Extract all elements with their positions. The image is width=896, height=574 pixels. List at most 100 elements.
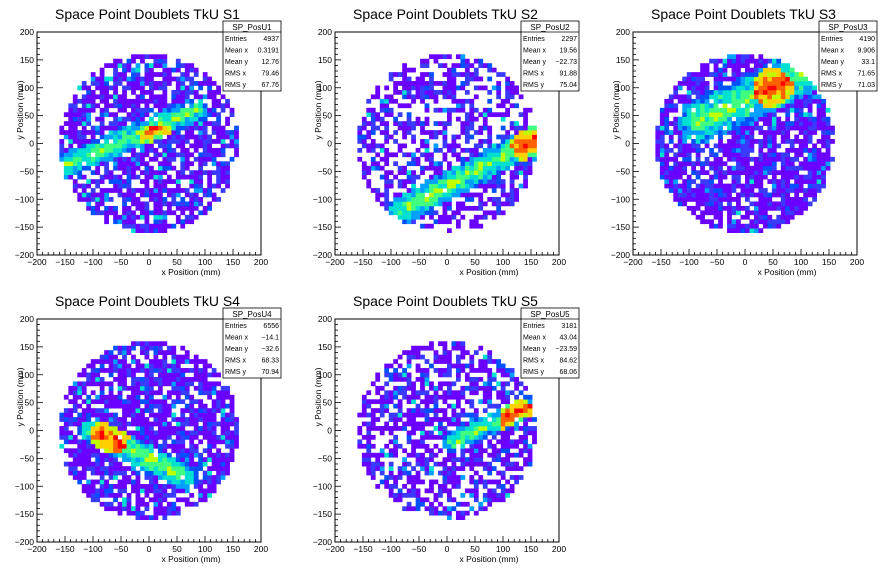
- heatmap-cell: [72, 183, 78, 189]
- heatmap-cell: [762, 130, 768, 135]
- heatmap-cell: [126, 372, 132, 378]
- heatmap-cell: [718, 107, 723, 113]
- heatmap-cell: [500, 210, 506, 216]
- heatmap-cell: [193, 156, 199, 162]
- heatmap-cell: [135, 403, 141, 409]
- heatmap-cell: [162, 67, 168, 73]
- heatmap-cell: [758, 214, 764, 220]
- heatmap-cell: [144, 350, 150, 355]
- heatmap-cell: [682, 76, 688, 82]
- heatmap-cell: [397, 170, 403, 176]
- x-tick-label: −150: [55, 257, 74, 267]
- heatmap-cell: [153, 390, 159, 396]
- heatmap-cell: [211, 426, 217, 431]
- heatmap-cell: [211, 147, 217, 153]
- heatmap-cell: [447, 497, 452, 503]
- heatmap-cell: [202, 390, 208, 396]
- heatmap-cell: [131, 430, 136, 436]
- heatmap-cell: [216, 390, 221, 396]
- heatmap-cell: [193, 470, 199, 476]
- heatmap-cell: [198, 376, 204, 382]
- heatmap-cell: [384, 112, 390, 118]
- heatmap-cell: [420, 165, 425, 171]
- heatmap-cell: [464, 112, 470, 118]
- heatmap-cell: [202, 134, 208, 140]
- stats-label: Mean x: [225, 335, 248, 342]
- heatmap-cell: [424, 506, 430, 512]
- heatmap-cell: [157, 54, 163, 60]
- heatmap-cell: [108, 359, 114, 364]
- heatmap-cell: [366, 448, 372, 454]
- heatmap-cell: [447, 368, 452, 373]
- heatmap-cell: [451, 134, 457, 140]
- heatmap-cell: [193, 412, 199, 418]
- heatmap-cell: [745, 54, 750, 60]
- heatmap-cell: [487, 125, 493, 131]
- heatmap-cell: [149, 443, 154, 449]
- heatmap-cell: [171, 461, 177, 467]
- heatmap-cell: [460, 434, 466, 440]
- heatmap-cell: [207, 408, 213, 413]
- heatmap-cell: [420, 201, 425, 207]
- heatmap-cell: [366, 170, 372, 176]
- heatmap-cell: [99, 67, 105, 73]
- heatmap-cell: [433, 192, 439, 198]
- heatmap-cell: [135, 484, 141, 489]
- heatmap-cell: [157, 223, 163, 229]
- heatmap-cell: [126, 439, 132, 445]
- heatmap-cell: [384, 147, 390, 153]
- heatmap-cell: [677, 201, 683, 207]
- heatmap-cell: [451, 448, 457, 454]
- heatmap-cell: [482, 174, 488, 180]
- heatmap-cell: [532, 134, 537, 140]
- heatmap-cell: [77, 183, 83, 189]
- heatmap-cell: [211, 170, 217, 176]
- heatmap-cell: [384, 399, 390, 405]
- heatmap-cell: [514, 130, 519, 135]
- heatmap-cell: [357, 443, 363, 449]
- heatmap-cell: [469, 403, 475, 409]
- heatmap-cell: [216, 421, 221, 427]
- stats-label: Mean x: [225, 48, 248, 55]
- heatmap-cell: [388, 372, 394, 378]
- heatmap-cell: [393, 161, 399, 167]
- heatmap-cell: [63, 121, 69, 126]
- heatmap-cell: [59, 417, 65, 422]
- heatmap-cell: [384, 121, 390, 126]
- heatmap-cell: [162, 488, 168, 494]
- heatmap-cell: [117, 385, 123, 391]
- heatmap-cell: [135, 134, 141, 140]
- heatmap-cell: [812, 174, 817, 180]
- heatmap-cell: [184, 408, 190, 413]
- heatmap-cell: [487, 130, 493, 135]
- heatmap-cell: [171, 426, 177, 431]
- heatmap-cell: [727, 147, 732, 153]
- heatmap-cell: [144, 219, 150, 225]
- heatmap-cell: [673, 183, 679, 189]
- heatmap-cell: [411, 417, 416, 422]
- heatmap-cell: [816, 188, 822, 193]
- heatmap-cell: [126, 443, 132, 449]
- heatmap-cell: [402, 376, 407, 382]
- heatmap-cell: [767, 223, 773, 229]
- heatmap-cell: [429, 76, 434, 82]
- heatmap-cell: [131, 417, 136, 422]
- heatmap-cell: [406, 475, 412, 480]
- heatmap-cell: [117, 506, 123, 512]
- heatmap-cell: [718, 179, 723, 184]
- heatmap-cell: [157, 368, 163, 373]
- heatmap-cell: [175, 89, 181, 95]
- heatmap-cell: [527, 107, 533, 113]
- heatmap-cell: [229, 408, 235, 413]
- heatmap-cell: [95, 368, 101, 373]
- heatmap-cell: [90, 156, 96, 162]
- heatmap-cell: [184, 475, 190, 480]
- heatmap-cell: [789, 156, 795, 162]
- heatmap-cell: [68, 439, 74, 445]
- heatmap-cell: [113, 121, 118, 126]
- heatmap-cell: [767, 81, 773, 86]
- heatmap-cell: [157, 165, 163, 171]
- heatmap-cell: [166, 403, 172, 409]
- heatmap-cell: [478, 179, 484, 184]
- heatmap-cell: [202, 372, 208, 378]
